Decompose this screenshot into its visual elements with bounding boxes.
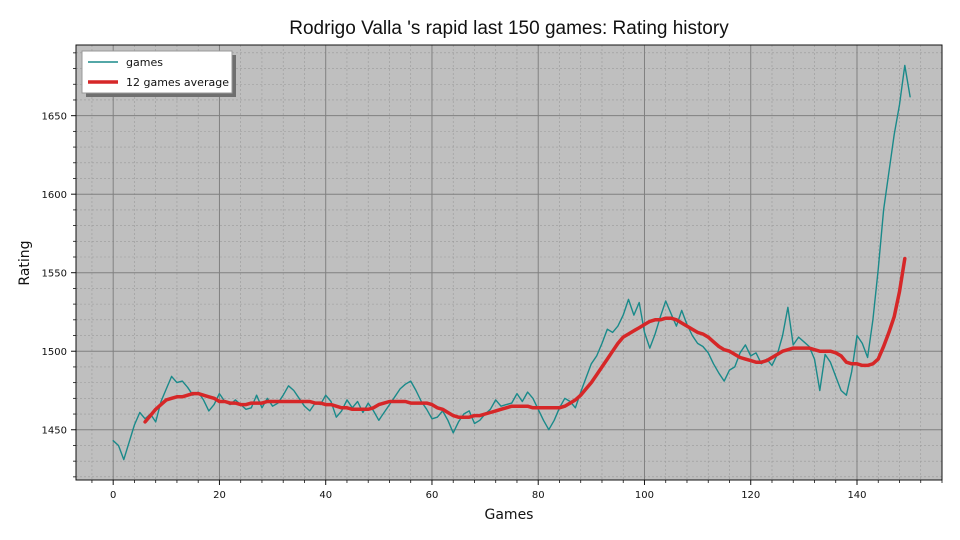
- y-tick-label: 1650: [42, 112, 67, 123]
- y-axis-label: Rating: [17, 240, 33, 285]
- x-tick-label: 20: [213, 490, 226, 501]
- x-tick-label: 100: [635, 490, 654, 501]
- legend-box: [81, 50, 233, 94]
- chart-title: Rodrigo Valla 's rapid last 150 games: R…: [289, 18, 729, 39]
- y-tick-label: 1450: [42, 426, 67, 437]
- plot-area: [76, 45, 942, 480]
- x-tick-label: 120: [741, 490, 760, 501]
- y-tick-label: 1600: [42, 190, 67, 201]
- average-line: [143, 256, 907, 424]
- legend-average-label: 12 games average: [126, 76, 229, 89]
- plot-frame: [75, 44, 943, 481]
- x-tick-label: 80: [532, 490, 545, 501]
- y-tick-label: 1550: [42, 269, 67, 280]
- major-grid: [76, 45, 942, 480]
- x-tick-label: 60: [426, 490, 439, 501]
- x-tick-label: 140: [847, 490, 866, 501]
- x-tick-label: 40: [319, 490, 332, 501]
- legend: games 12 games average: [81, 50, 236, 97]
- x-axis: 0 20 40 60 80 100 120 140: [91, 480, 943, 501]
- y-tick-label: 1500: [42, 347, 67, 358]
- x-axis-label: Games: [485, 507, 534, 523]
- series-layer: [112, 64, 911, 461]
- y-axis: 1450 1500 1550 1600 1650: [42, 52, 76, 478]
- x-tick-label: 0: [110, 490, 116, 501]
- legend-games-label: games: [126, 56, 163, 69]
- minor-grid: [76, 45, 943, 480]
